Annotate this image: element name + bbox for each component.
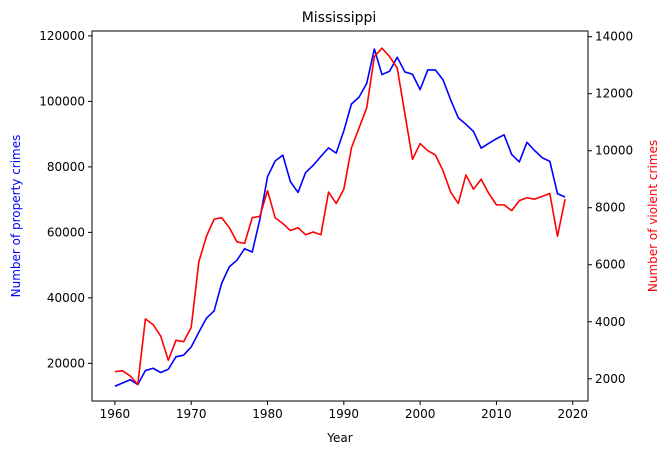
y-left-tick-label: 40000 [47,291,85,305]
y-right-tick-label: 10000 [595,144,633,158]
y-right-tick-label: 6000 [595,258,626,272]
y-axis-right-title: Number of violent crimes [646,140,660,292]
x-tick-label: 1990 [329,407,360,421]
y-left-tick-label: 20000 [47,356,85,370]
y-right-tick-label: 14000 [595,30,633,44]
plot-area [92,31,588,401]
y-right-tick-label: 12000 [595,87,633,101]
x-tick-label: 1970 [176,407,207,421]
chart-title: Mississippi [302,10,377,26]
x-axis-title: Year [326,431,352,445]
series-line-violent [114,47,566,386]
plot-frame [91,30,589,402]
y-left-tick-label: 80000 [47,160,85,174]
x-tick-label: 2020 [557,407,588,421]
y-left-tick-label: 120000 [39,29,85,43]
x-tick-label: 2000 [405,407,436,421]
y-left-tick-label: 100000 [39,94,85,108]
y-right-tick-label: 8000 [595,201,626,215]
y-right-tick-label: 2000 [595,372,626,386]
series-line-property [114,48,566,388]
y-right-tick-label: 4000 [595,315,626,329]
y-axis-left: 20000 40000 60000 80000 100000 120000 [39,29,92,370]
y-axis-left-title: Number of property crimes [9,135,23,298]
y-left-tick-label: 60000 [47,225,85,239]
y-axis-right: 2000 4000 6000 8000 10000 12000 14000 [588,30,633,386]
x-axis: 1960 1970 1980 1990 2000 2010 2020 [100,401,588,421]
x-tick-label: 2010 [481,407,512,421]
series-group [114,47,566,388]
x-tick-label: 1960 [100,407,131,421]
x-tick-label: 1980 [252,407,283,421]
